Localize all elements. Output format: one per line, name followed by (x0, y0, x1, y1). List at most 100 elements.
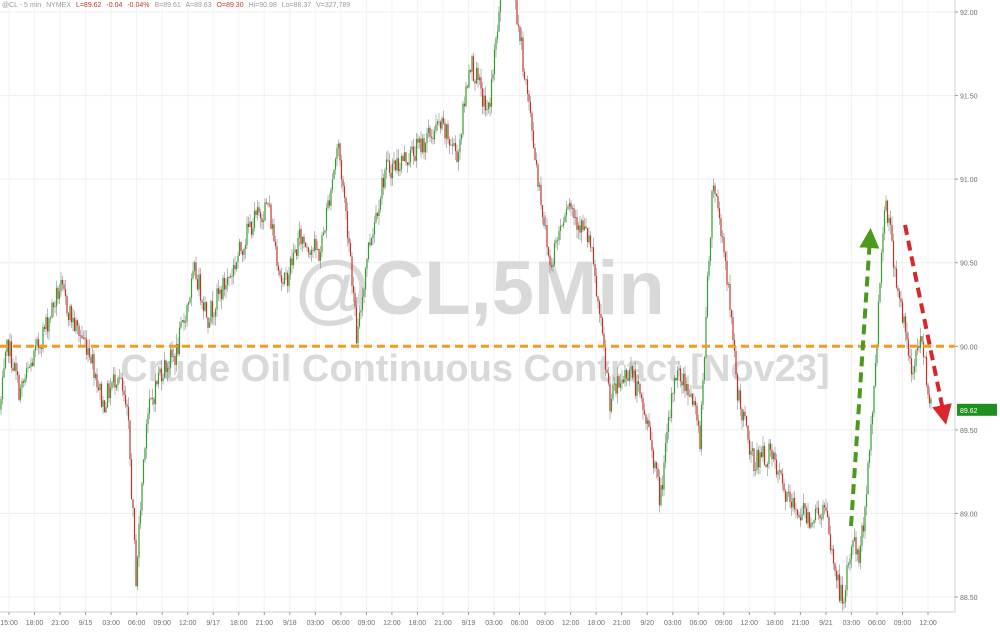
candle-body (360, 310, 362, 313)
candle-body (421, 138, 424, 153)
x-tick-label: 12:00 (179, 620, 197, 627)
candle-body (699, 425, 701, 450)
candle-body (115, 385, 118, 388)
candle-body (208, 322, 211, 328)
candle-body (646, 420, 649, 424)
candle-body (681, 381, 683, 386)
candle-body (367, 242, 370, 260)
low-label: Lo=88.37 (281, 2, 312, 9)
candle-body (210, 301, 212, 323)
candle-body (220, 289, 223, 300)
candle-body (757, 449, 760, 468)
candle-body (471, 56, 473, 72)
candle-body (88, 348, 91, 357)
candle-body (466, 86, 469, 88)
candle-body (663, 462, 665, 490)
candle-body (270, 204, 272, 229)
candle-body (667, 417, 670, 432)
candle-body (481, 88, 484, 107)
candle-body (145, 424, 148, 449)
candle-body (831, 549, 833, 551)
candle-body (726, 260, 728, 285)
candle-body (144, 448, 146, 460)
candle-body (717, 196, 719, 209)
candle-body (915, 350, 917, 367)
candle-body (645, 414, 647, 424)
candle-body (565, 208, 568, 216)
candle-body (495, 38, 497, 50)
candle-body (874, 363, 877, 386)
x-tick-label: 06:00 (868, 620, 886, 627)
candle-body (916, 345, 919, 351)
candle-body (381, 177, 383, 199)
candle-body (45, 317, 47, 330)
candle-body (897, 287, 899, 292)
x-axis: 15:00 18:00 21:00 9/15 03:00 06:00 09:00 12:00 9… (0, 611, 955, 627)
candle-body (183, 320, 185, 323)
candle-body (787, 491, 790, 493)
candle-body (532, 130, 535, 148)
x-tick-label: 18:00 (409, 620, 427, 627)
candle-body (682, 373, 685, 386)
candle-body (910, 358, 913, 375)
candle-body (408, 162, 410, 165)
candle-body (484, 95, 487, 111)
candle-body (751, 448, 754, 451)
candle-body (358, 312, 361, 327)
candle-body (604, 346, 607, 370)
candle-body (811, 522, 814, 524)
last-price-tag: 89.62 (957, 403, 997, 416)
candle-body (555, 240, 557, 244)
candle-body (100, 383, 103, 407)
candle-body (216, 288, 218, 310)
candle-body (39, 347, 41, 349)
candle-body (73, 317, 76, 331)
candle-body (679, 368, 682, 382)
candle-body (448, 139, 451, 146)
candle-body (846, 565, 848, 591)
candle-body (97, 387, 100, 391)
candle-body (862, 525, 865, 532)
candle-body (189, 297, 191, 303)
candle-body (912, 372, 914, 375)
candle-body (24, 378, 26, 383)
candle-body (187, 302, 190, 306)
candle-body (57, 287, 59, 299)
candle-body (243, 248, 245, 256)
candle-body (718, 208, 721, 219)
candle-body (283, 273, 286, 284)
candle-body (267, 203, 269, 205)
candle-body (643, 410, 646, 415)
candle-body (672, 393, 674, 395)
candle-body (163, 360, 166, 378)
candle-body (813, 520, 815, 524)
candle-body (135, 539, 137, 587)
candle-body (169, 349, 172, 368)
candle-body (75, 320, 77, 331)
candle-body (192, 271, 194, 279)
watermark: @CL,5Min Crude Oil Continuous Contract [… (120, 246, 829, 390)
candle-body (214, 309, 217, 317)
chart-grid (0, 0, 955, 612)
candle-body (568, 202, 571, 207)
candle-body (199, 274, 202, 301)
candle-body (670, 393, 673, 418)
candle-body (786, 492, 788, 502)
candle-body (612, 384, 614, 399)
candle-body (907, 339, 910, 356)
x-tick-label: 03:00 (843, 620, 861, 627)
candle-body (847, 564, 850, 566)
candle-body (832, 549, 835, 564)
candle-body (642, 398, 644, 411)
candle-body (418, 138, 421, 143)
candle-body (400, 156, 403, 170)
candle-body (255, 210, 257, 215)
candle-body (861, 525, 863, 547)
candle-body (634, 370, 637, 396)
candle-body (439, 121, 442, 129)
candle-body (19, 388, 22, 400)
candle-body (211, 301, 214, 317)
candle-body (415, 138, 418, 161)
candle-body (310, 250, 313, 255)
